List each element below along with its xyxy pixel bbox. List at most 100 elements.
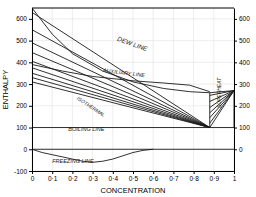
annotation: SUPERHEAT (216, 77, 222, 108)
tick-label: 600 (239, 15, 250, 22)
tick: 600 (234, 15, 250, 22)
tick-label: 0·1 (48, 175, 58, 182)
line (32, 8, 33, 171)
annotation: AUXILIARY LINE (102, 67, 146, 78)
line (32, 73, 210, 127)
tick-label: 0·6 (149, 175, 159, 182)
tick: 200 (234, 102, 250, 109)
tick: 0·8 (189, 171, 199, 182)
tick-label: 0·3 (88, 175, 98, 182)
tick: -100 (14, 168, 32, 175)
tick-mark (113, 171, 114, 174)
tick-mark (29, 106, 32, 107)
tick-label: 0·4 (109, 175, 119, 182)
tick: 300 (16, 81, 32, 88)
tick-label: 200 (16, 102, 27, 109)
y-axis: -100 0 100 200 300 400 500 600 (14, 9, 33, 175)
tick-mark (72, 171, 73, 174)
axis-line (32, 9, 33, 172)
tick-mark (29, 84, 32, 85)
grid-line (92, 8, 93, 171)
line (209, 93, 210, 128)
tick: 0·7 (169, 171, 179, 182)
annotation: BOILING LINE (68, 126, 104, 132)
tick-label: 1 (233, 175, 237, 182)
tick-mark (234, 19, 237, 20)
tick: 0 (23, 146, 32, 153)
grid-line (193, 8, 194, 171)
tick-mark (234, 41, 237, 42)
tick: 0·5 (129, 171, 139, 182)
tick-label: -100 (14, 168, 27, 175)
tick: 0·2 (68, 171, 78, 182)
frame (32, 8, 234, 9)
line (32, 68, 210, 128)
grid-line (32, 18, 234, 19)
tick: 400 (16, 59, 32, 66)
line (210, 91, 234, 113)
tick-label: 100 (16, 124, 27, 131)
tick: 0·6 (149, 171, 159, 182)
tick-label: 400 (239, 59, 250, 66)
tick-mark (194, 171, 195, 174)
plot: 0 0·1 0·2 0·3 0·4 0·5 0·6 0·7 0·8 0·9 1 -100 0 100 200… (14, 8, 250, 182)
tick: 600 (16, 15, 32, 22)
tick-label: 100 (239, 124, 250, 131)
grid-line (153, 8, 154, 171)
line (32, 30, 210, 128)
line (210, 91, 234, 118)
tick-label: 0·5 (129, 175, 139, 182)
tick-label: 500 (16, 37, 27, 44)
axis-line (234, 9, 235, 172)
line (32, 127, 210, 128)
x-axis-title: CONCENTRATION (101, 186, 166, 195)
annotation: FREEZING LINE (52, 158, 94, 164)
line (32, 65, 210, 92)
tick-mark (234, 106, 237, 107)
tick: 100 (234, 124, 250, 131)
tick-mark (29, 19, 32, 20)
tick: 200 (16, 102, 32, 109)
grid-line (32, 149, 234, 150)
tick-mark (173, 171, 174, 174)
chart: 0 0·1 0·2 0·3 0·4 0·5 0·6 0·7 0·8 0·9 1 -100 0 100 200… (0, 0, 256, 197)
tick: 1 (233, 171, 237, 182)
grid-line (32, 8, 33, 171)
line (32, 43, 210, 128)
tick: 0·9 (210, 171, 220, 182)
tick-label: 300 (16, 81, 27, 88)
tick-mark (29, 41, 32, 42)
tick-label: 0·9 (210, 175, 220, 182)
tick-label: 400 (16, 59, 27, 66)
lines (32, 8, 234, 171)
tick-mark (52, 171, 53, 174)
line (210, 91, 234, 124)
y2-axis: 0100200300400500600 (234, 9, 250, 172)
tick-label: 300 (239, 81, 250, 88)
tick-label: 0 (31, 175, 35, 182)
grid (32, 8, 234, 171)
tick: 0·1 (48, 171, 58, 182)
tick-label: 0 (23, 146, 27, 153)
tick: 0 (31, 171, 35, 182)
tick-mark (234, 84, 237, 85)
y-axis-title: ENTHALPY (1, 70, 10, 110)
tick: 500 (16, 37, 32, 44)
line (32, 61, 210, 127)
tick-mark (234, 128, 237, 129)
tick-mark (234, 62, 237, 63)
tick-label: 0 (239, 146, 243, 153)
tick-mark (214, 171, 215, 174)
tick: 0·4 (109, 171, 119, 182)
tick: 0 (234, 146, 243, 153)
grid-line (234, 8, 235, 171)
tick-mark (29, 149, 32, 150)
tick: 100 (16, 124, 32, 131)
grid-line (112, 8, 113, 171)
annotation: DEW LINE (116, 35, 149, 53)
line (32, 8, 234, 93)
tick-mark (133, 171, 134, 174)
line (32, 53, 210, 128)
line (234, 91, 235, 128)
line (210, 127, 234, 128)
